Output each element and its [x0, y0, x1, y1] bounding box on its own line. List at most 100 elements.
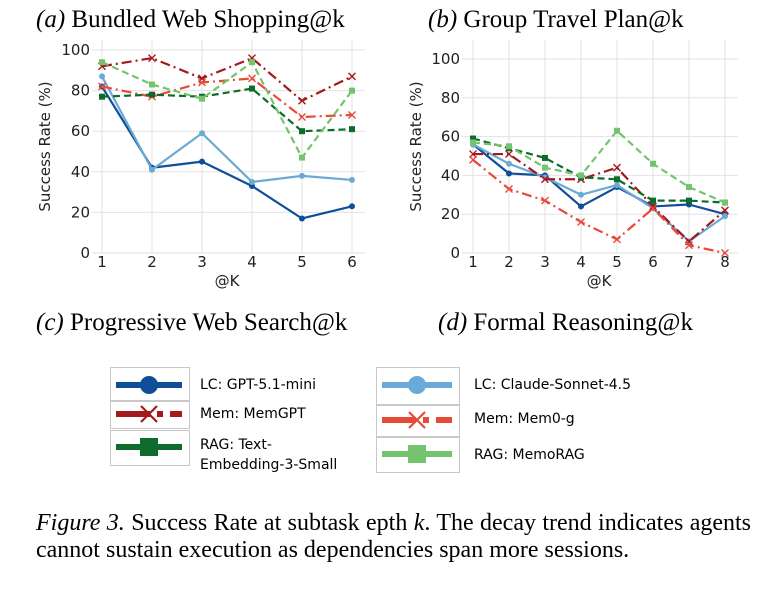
series-line [472, 129, 726, 204]
panel-tag-d: (d) [438, 309, 468, 336]
data-point [148, 54, 156, 63]
data-point [578, 203, 584, 210]
x-tick-label: 4 [247, 253, 257, 271]
chart-b: 0 20 40 60 80 100 1 2 3 4 5 6 7 8 @K Success Rate (%) [407, 40, 738, 290]
data-point [249, 85, 255, 92]
data-point [650, 197, 656, 204]
x-tick-label: 3 [197, 253, 207, 271]
legend-marker [408, 376, 426, 394]
data-point [299, 172, 305, 179]
x-axis-label: @K [587, 272, 613, 290]
data-point [298, 96, 306, 105]
data-point [505, 184, 513, 193]
data-point [506, 160, 512, 167]
data-point [249, 59, 255, 66]
x-tick-label: 3 [540, 253, 550, 271]
series-line [101, 57, 353, 102]
data-point [649, 204, 657, 213]
data-point [99, 73, 105, 80]
legend-marker [140, 405, 158, 423]
data-point [650, 160, 656, 167]
y-tick-label: 60 [71, 122, 90, 140]
x-tick-label: 6 [347, 253, 357, 271]
x-tick-label: 8 [720, 253, 730, 271]
data-point [98, 82, 106, 91]
data-point [349, 87, 355, 94]
data-point [722, 199, 728, 206]
data-point [299, 215, 305, 222]
panel-title-a: (a) Bundled Web Shopping@k [36, 6, 345, 34]
data-point [686, 184, 692, 191]
data-point [721, 249, 729, 257]
caption-text-before: Success Rate at subtask epth [131, 510, 408, 536]
data-point [470, 139, 476, 146]
panel-name-b: Group Travel Plan@k [463, 6, 684, 33]
series-line [472, 159, 726, 255]
panel-title-d: (d) Formal Reasoning@k [438, 309, 693, 337]
series-rag-memorag [99, 59, 355, 161]
data-point [248, 74, 256, 83]
data-point [577, 217, 585, 226]
data-point [199, 130, 205, 137]
legend-label-textembedding-line1: RAG: Text- [200, 437, 272, 453]
series-line [473, 152, 726, 243]
data-point [614, 176, 620, 183]
y-tick-label: 40 [441, 166, 460, 184]
data-point [349, 203, 355, 210]
data-point [685, 241, 693, 250]
legend-label-memorag: RAG: MemoRAG [474, 447, 585, 463]
data-point [578, 172, 584, 179]
data-point [469, 155, 477, 164]
data-point [506, 143, 512, 150]
x-axis-label: @K [215, 272, 241, 290]
caption-figure-number: Figure 3. [36, 510, 125, 536]
legend-marker [408, 445, 426, 463]
legend-marker [140, 376, 158, 394]
y-tick-label: 60 [441, 128, 460, 146]
y-tick-label: 80 [71, 82, 90, 100]
y-tick-label: 80 [441, 89, 460, 107]
series-line [472, 137, 726, 204]
data-point [470, 135, 476, 142]
data-point [348, 72, 356, 81]
series-line [101, 75, 353, 184]
data-point [299, 128, 305, 135]
x-tick-label: 1 [97, 253, 107, 271]
data-point [721, 206, 729, 215]
legend-label-gpt: LC: GPT-5.1-mini [200, 377, 316, 393]
panel-name-c: Progressive Web Search@k [70, 309, 348, 336]
legend-label-textembedding-line2: Embedding-3-Small [200, 457, 338, 473]
data-point [349, 176, 355, 183]
legend-label-claude: LC: Claude-Sonnet-4.5 [474, 377, 632, 393]
data-point [686, 197, 692, 204]
data-point [505, 150, 513, 159]
series-line [101, 61, 353, 159]
series-lc-claude-sonnet-4-5 [99, 73, 355, 185]
series-rag-memorag [470, 127, 728, 206]
caption-variable: k [413, 510, 425, 536]
panel-title-c: (c) Progressive Web Search@k [36, 309, 347, 337]
legend-label-memgpt: Mem: MemGPT [200, 406, 306, 422]
data-point [613, 163, 621, 172]
panel-title-b: (b) Group Travel Plan@k [428, 6, 684, 34]
x-tick-label: 6 [648, 253, 658, 271]
x-tick-label: 2 [147, 253, 157, 271]
data-point [613, 235, 621, 244]
data-point [541, 175, 549, 184]
data-point [249, 178, 255, 185]
y-tick-label: 0 [450, 244, 460, 262]
figure-caption: Figure 3. Success Rate at subtask epth k… [36, 510, 751, 564]
y-tick-label: 0 [80, 244, 90, 262]
y-axis-label: Success Rate (%) [407, 81, 425, 211]
legend-label-mem0g: Mem: Mem0-g [474, 411, 575, 427]
y-tick-label: 20 [71, 203, 90, 221]
caption-text-after: . The decay trend indicates agents canno… [36, 510, 752, 563]
legend-swatch-lc-gpt-5-1-mini [116, 376, 182, 394]
data-point [469, 150, 477, 159]
x-tick-label: 2 [504, 253, 514, 271]
data-point [542, 154, 548, 161]
data-point [348, 110, 356, 119]
x-tick-label: 5 [612, 253, 622, 271]
panel-tag-a: (a) [36, 6, 66, 33]
